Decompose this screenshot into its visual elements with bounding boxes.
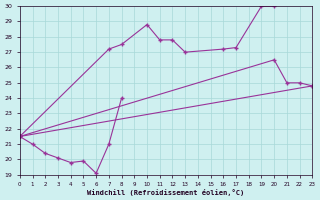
X-axis label: Windchill (Refroidissement éolien,°C): Windchill (Refroidissement éolien,°C) [87, 189, 245, 196]
